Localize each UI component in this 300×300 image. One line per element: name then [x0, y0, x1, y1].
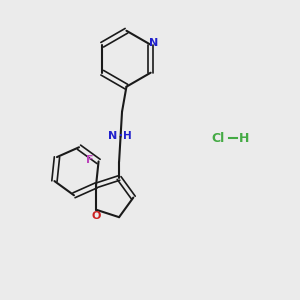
Text: N: N: [108, 130, 117, 141]
Text: Cl: Cl: [211, 132, 224, 145]
Text: H: H: [238, 132, 249, 145]
Text: O: O: [92, 211, 101, 220]
Text: N: N: [149, 38, 158, 48]
Text: F: F: [86, 155, 94, 165]
Text: ·H: ·H: [119, 130, 132, 141]
